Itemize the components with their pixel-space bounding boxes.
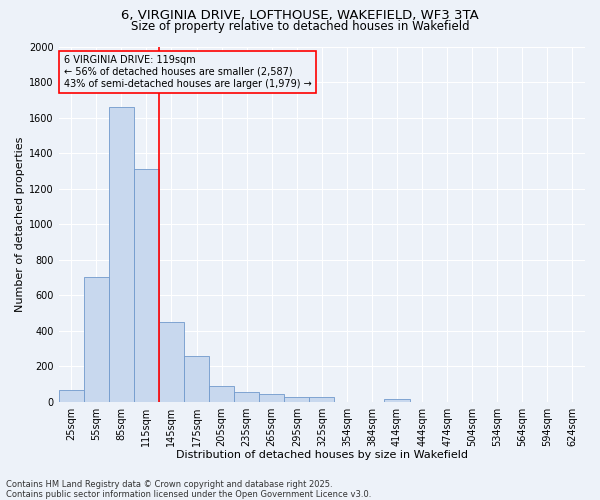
Bar <box>84 278 109 402</box>
Bar <box>234 392 259 402</box>
Bar <box>209 386 234 402</box>
Text: Size of property relative to detached houses in Wakefield: Size of property relative to detached ho… <box>131 20 469 33</box>
Y-axis label: Number of detached properties: Number of detached properties <box>15 136 25 312</box>
Bar <box>159 322 184 402</box>
Bar <box>184 356 209 402</box>
Bar <box>259 394 284 402</box>
Bar <box>309 397 334 402</box>
Text: 6 VIRGINIA DRIVE: 119sqm
← 56% of detached houses are smaller (2,587)
43% of sem: 6 VIRGINIA DRIVE: 119sqm ← 56% of detach… <box>64 56 311 88</box>
Bar <box>284 396 309 402</box>
Bar <box>134 169 159 402</box>
X-axis label: Distribution of detached houses by size in Wakefield: Distribution of detached houses by size … <box>176 450 468 460</box>
Bar <box>59 390 84 402</box>
Text: Contains HM Land Registry data © Crown copyright and database right 2025.
Contai: Contains HM Land Registry data © Crown c… <box>6 480 371 499</box>
Bar <box>385 399 410 402</box>
Text: 6, VIRGINIA DRIVE, LOFTHOUSE, WAKEFIELD, WF3 3TA: 6, VIRGINIA DRIVE, LOFTHOUSE, WAKEFIELD,… <box>121 9 479 22</box>
Bar <box>109 107 134 402</box>
